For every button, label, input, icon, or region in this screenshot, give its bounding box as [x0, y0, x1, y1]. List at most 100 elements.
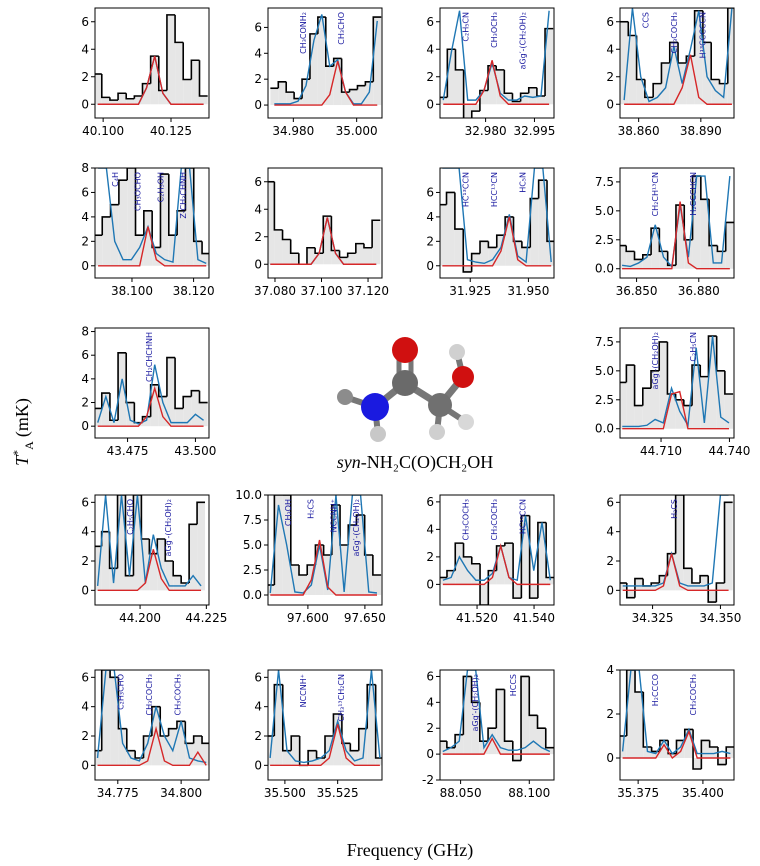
panel-frame: [94, 669, 210, 781]
total-model: [442, 670, 551, 753]
y-tick-label: 0: [606, 583, 614, 597]
spectrum-step: [180, 575, 190, 584]
spectrum-fill: [651, 583, 660, 591]
x-tick-label: 40.100: [82, 124, 124, 138]
panel: aGg′-(CH₂OH)₂ C₂H₅CN 44.710 44.740 0.0 2.5 5.0…: [595, 327, 750, 458]
spectrum-fill: [339, 257, 348, 265]
species-model: [270, 539, 377, 596]
spectrum-step: [143, 209, 153, 236]
spectrum-step: [462, 543, 472, 558]
spectrum-step: [117, 677, 127, 730]
molecule-caption: syn-NH₂C(O)CH₂OH: [337, 452, 494, 473]
panel-frame: [619, 494, 735, 606]
y-tick-label: 0: [606, 751, 614, 765]
spectrum-step: [634, 577, 644, 598]
total-model: [622, 336, 730, 428]
spectrum-step: [184, 721, 194, 745]
spectrum-step: [667, 740, 677, 755]
y-tick-label: 4: [254, 202, 262, 216]
spectrum-step: [363, 515, 373, 556]
spectrum-step: [285, 81, 295, 93]
spectrum-step: [157, 384, 167, 398]
line-label: CH₃COCH₃: [670, 12, 679, 54]
total-model: [442, 168, 552, 265]
species-model: [97, 55, 204, 105]
spectrum-step: [644, 79, 654, 99]
spectrum-fill: [333, 58, 342, 106]
y-tick-label: 0: [426, 747, 434, 761]
line-label: HC₅N: [519, 172, 528, 193]
panel-frame: [439, 494, 555, 606]
x-tick-label: 41.540: [513, 611, 555, 625]
spectrum-step: [324, 735, 334, 758]
spectrum-fill: [126, 98, 135, 105]
x-tick-label: 38.890: [680, 124, 722, 138]
spectrum-fill: [317, 17, 326, 106]
line-label: CCS: [642, 12, 651, 28]
x-tick-label: 88.050: [440, 786, 482, 800]
spectrum-fill: [126, 402, 135, 427]
spectrum-fill: [716, 370, 725, 429]
spectrum-fill: [651, 228, 660, 269]
species-model: [97, 385, 204, 427]
spectrum-fill: [95, 546, 102, 591]
line-label: H₂CS: [670, 499, 679, 519]
y-tick-label: 4: [606, 42, 614, 56]
line-label: C₄H: [111, 172, 120, 187]
plot-area: H₂CS: [620, 495, 733, 603]
spectrum-fill: [455, 69, 464, 105]
spectrum-step: [100, 670, 111, 751]
panel-frame: [267, 167, 383, 279]
y-tick-label: 5.0: [243, 538, 262, 552]
line-label: CH₃COCH₃: [689, 674, 698, 716]
y-label-unit: (mK): [12, 398, 33, 437]
spectrum-fill: [692, 365, 701, 429]
spectrum-fill: [309, 33, 318, 106]
spectrum-fill: [375, 758, 382, 766]
panel: CH₂CH¹³CN H₂CCCHCN 36.850 36.880 0.0 2.5 5.0 7.…: [595, 167, 735, 298]
x-tick-label: 97.650: [344, 611, 386, 625]
spectrum-fill: [151, 706, 161, 766]
spectrum-fill: [274, 229, 283, 265]
spectrum-fill: [118, 180, 128, 266]
species-model: [622, 201, 730, 270]
y-tick-label: 4: [254, 700, 262, 714]
spectrum-step: [715, 336, 725, 372]
y-tick-label: 4: [426, 695, 434, 709]
panel: HC¹³CCN HCC¹³CN HC₅N 31.925 31.950 0 2 4 6: [426, 167, 555, 298]
y-label-sup: *: [10, 450, 24, 456]
spectrum-step: [338, 250, 348, 259]
spectrum-fill: [528, 87, 537, 105]
y-tick-label: 4: [254, 46, 262, 60]
panel-frame: [619, 669, 735, 781]
spectrum-step: [445, 191, 455, 205]
line-label: HCCS: [509, 674, 518, 696]
spectrum-step: [132, 495, 142, 576]
spectrum-fill: [308, 750, 317, 766]
spectrum-fill: [142, 83, 151, 105]
x-tick-label: 34.325: [632, 611, 674, 625]
spectrum-fill: [268, 181, 275, 265]
spectrum-fill: [291, 736, 300, 766]
spectrum-step: [683, 399, 693, 407]
spectrum-fill: [626, 590, 635, 598]
spectrum-fill: [651, 751, 660, 758]
spectrum-fill: [546, 577, 554, 585]
spectrum-step: [198, 60, 208, 97]
panel: CCS CH₃COCH₃ H¹³CCCCCN 38.860 38.890 0 2 4 6: [606, 7, 735, 138]
spectrum-fill: [480, 241, 489, 266]
spectrum-step: [332, 713, 342, 736]
spectrum-fill: [659, 740, 669, 758]
y-label-symbol: T: [12, 454, 32, 466]
spectrum-fill: [488, 728, 497, 755]
line-label: H¹³CCCCCN: [699, 12, 708, 58]
spectrum-step: [322, 215, 332, 254]
spectrum-fill: [274, 495, 283, 595]
spectrum-fill: [708, 336, 717, 429]
spectrum-fill: [191, 390, 200, 427]
line-label: CH₂CH¹³CN: [651, 172, 660, 216]
line-label: CH₃¹³CH₂CN: [337, 674, 346, 722]
spectrum-fill: [323, 555, 332, 595]
spectrum-step: [715, 582, 725, 603]
spectrum-step: [172, 561, 182, 577]
